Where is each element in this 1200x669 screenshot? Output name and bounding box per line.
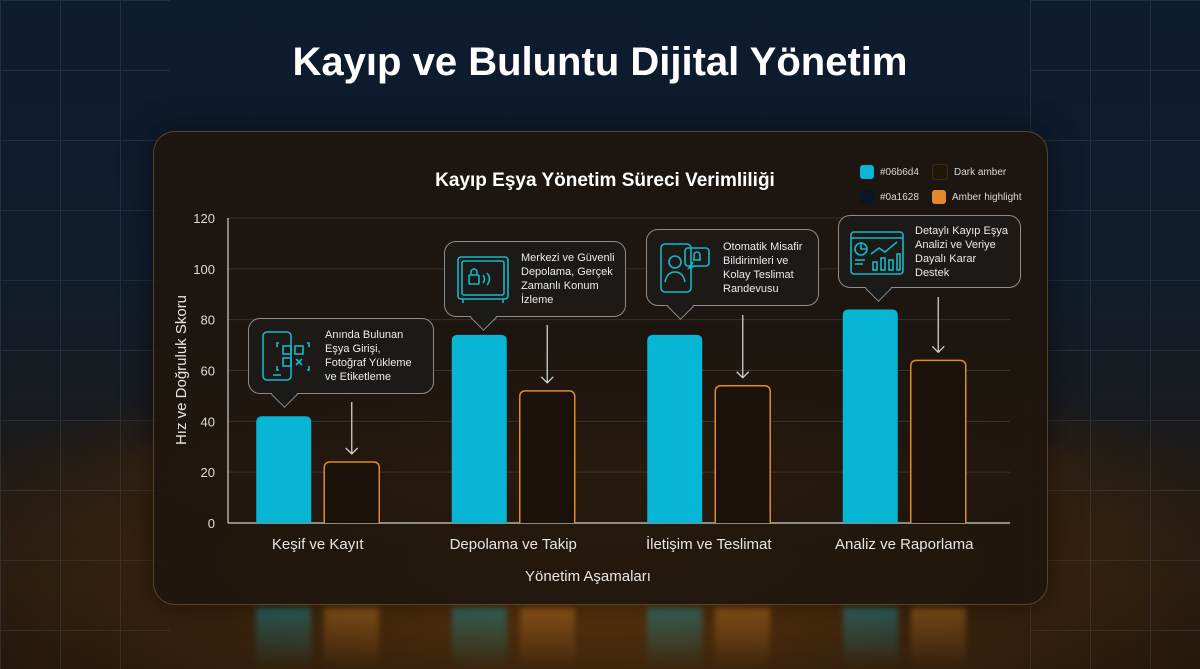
legend-item: Dark amber <box>932 164 1032 180</box>
background-grid-right <box>1030 0 1200 669</box>
phone-bell-icon <box>660 242 710 293</box>
annotation-text: Merkezi ve Güvenli Depolama, Gerçek Zama… <box>521 252 615 306</box>
bar-cyan <box>842 309 898 523</box>
safe-lock-icon <box>457 256 509 303</box>
bar-reflection <box>519 608 575 669</box>
bar-cyan <box>647 334 703 523</box>
y-tick-label: 80 <box>201 313 215 328</box>
page-title: Kayıp ve Buluntu Dijital Yönetim <box>292 40 908 84</box>
annotation-text: Otomatik Misafir Bildirimleri ve Kolay T… <box>723 240 803 295</box>
bar-reflection <box>715 608 771 669</box>
bar-cyan <box>256 416 312 523</box>
phone-qr-icon <box>262 331 310 381</box>
y-tick-label: 20 <box>201 465 215 480</box>
x-tick-label: Keşif ve Kayıt <box>272 536 365 553</box>
bar-reflection <box>256 608 312 669</box>
annotation-callout: Anında Bulunan Eşya Girişi, Fotoğraf Yük… <box>248 318 434 408</box>
y-tick-label: 60 <box>201 364 215 379</box>
arrow-icon <box>345 402 359 455</box>
legend-swatch <box>932 190 946 204</box>
annotation-callout: Detaylı Kayıp Eşya Analizi ve Veriye Day… <box>838 215 1021 302</box>
legend-label: #06b6d4 <box>880 166 919 178</box>
bar-cyan <box>451 334 507 523</box>
chart-title: Kayıp Eşya Yönetim Süreci Verimliliği <box>435 170 775 191</box>
x-tick-label: İletişim ve Teslimat <box>646 535 772 553</box>
analytics-dashboard-icon <box>850 230 904 275</box>
x-tick-label: Depolama ve Takip <box>450 536 577 553</box>
legend-item: #06b6d4 <box>860 164 932 180</box>
arrow-icon <box>736 315 750 379</box>
legend-label: Amber highlight <box>952 191 1022 203</box>
background-grid-left <box>0 0 170 669</box>
bar-reflection <box>910 608 966 669</box>
bar-reflection <box>324 608 380 669</box>
bar-amber <box>910 359 967 523</box>
legend-item: #0a1628 <box>860 190 932 204</box>
y-tick-label: 0 <box>208 516 215 531</box>
bar-reflection <box>647 608 703 669</box>
legend-label: #0a1628 <box>880 191 919 203</box>
annotation-text: Detaylı Kayıp Eşya Analizi ve Veriye Day… <box>915 224 1008 279</box>
x-axis-label: Yönetim Aşamaları <box>525 568 651 585</box>
arrow-icon <box>931 297 945 354</box>
x-tick-label: Analiz ve Raporlama <box>835 536 974 553</box>
legend-swatch <box>932 164 948 180</box>
y-tick-label: 40 <box>201 414 215 429</box>
bar-reflection <box>842 608 898 669</box>
legend-swatch <box>860 165 874 179</box>
bar-amber <box>714 385 771 523</box>
legend: #06b6d4 Dark amber #0a1628 Amber highlig… <box>860 164 1032 204</box>
legend-label: Dark amber <box>954 166 1007 178</box>
y-axis-label: Hız ve Doğruluk Skoru <box>173 295 190 445</box>
y-tick-label: 100 <box>193 262 215 277</box>
arrow-icon <box>540 325 554 384</box>
annotation-callout: Merkezi ve Güvenli Depolama, Gerçek Zama… <box>444 241 626 331</box>
bar-reflection <box>451 608 507 669</box>
annotation-text: Anında Bulunan Eşya Girişi, Fotoğraf Yük… <box>325 329 412 383</box>
bar-amber <box>519 390 576 523</box>
bar-amber <box>323 461 380 523</box>
y-tick-label: 120 <box>193 211 215 226</box>
annotation-callout: Otomatik Misafir Bildirimleri ve Kolay T… <box>646 229 819 320</box>
legend-swatch <box>860 190 874 204</box>
legend-item: Amber highlight <box>932 190 1032 204</box>
